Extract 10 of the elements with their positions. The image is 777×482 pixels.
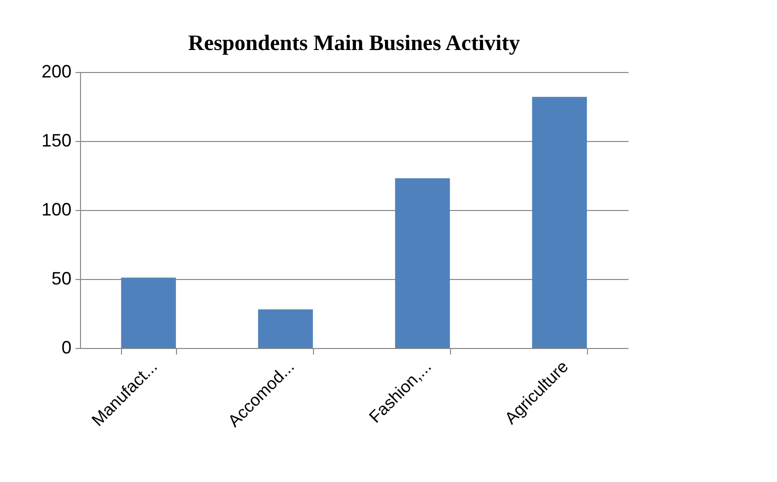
y-tick-label: 200	[41, 62, 72, 82]
bar	[532, 96, 587, 348]
chart-title: Respondents Main Busines Activity	[188, 30, 520, 55]
y-tick-label: 50	[51, 268, 72, 288]
y-tick-label: 150	[41, 130, 72, 150]
bar	[121, 278, 176, 348]
y-tick-label: 0	[61, 338, 72, 358]
bar	[395, 178, 450, 348]
y-tick-label: 100	[41, 200, 72, 220]
bar	[258, 309, 313, 348]
